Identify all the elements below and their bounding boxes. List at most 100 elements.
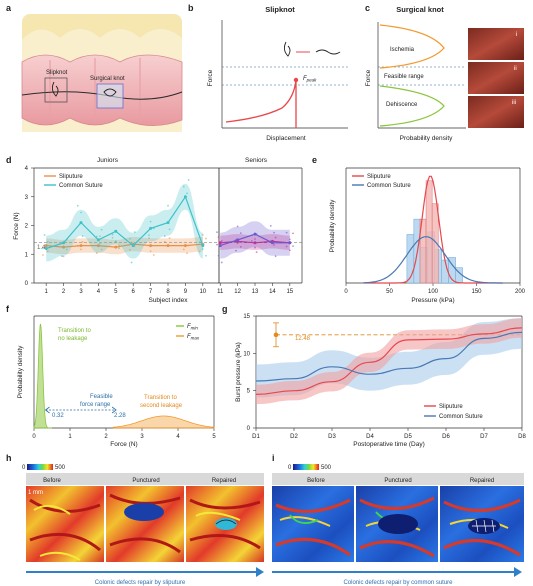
panel-d-scatter-sliputure	[288, 249, 291, 252]
panel-h-scale: 1 mm	[28, 490, 43, 496]
panel-g-line-suture	[255, 331, 523, 382]
panel-d-scatter-suture	[129, 237, 131, 240]
panel-d: d Juniors Seniors Force (N) Subject inde…	[6, 155, 303, 304]
panel-e-bar-sliputure	[431, 203, 439, 284]
panel-i-colorbar-min: 0	[288, 465, 292, 471]
panel-d-scatter-sliputure	[62, 255, 65, 258]
panel-c-photo-label-i: i	[516, 32, 517, 38]
panel-d-scatter-sliputure	[148, 237, 150, 240]
panel-g-xtick-label: D7	[480, 434, 488, 440]
panel-d-band-suture-juniors	[46, 183, 203, 262]
panel-d-scatter-sliputure	[220, 239, 223, 242]
panel-i-header-punctured: Punctured	[384, 478, 411, 484]
panel-g-legend-suture: Common Suture	[439, 414, 483, 420]
panel-h-arrow	[26, 567, 264, 577]
panel-c-photo-i	[468, 28, 524, 60]
panel-d-point-sliputure	[253, 241, 257, 245]
panel-d-xtick-label: 2	[62, 289, 66, 295]
panel-d-point-sliputure	[114, 245, 118, 249]
panel-h-header-before: Before	[43, 478, 61, 484]
panel-g-xtick-label: D4	[366, 434, 374, 440]
panel-d-scatter-suture	[182, 185, 185, 188]
panel-g: g Burst pressure (kPa) Postoperative tim…	[222, 304, 526, 448]
panel-c-title: Surgical knot	[396, 5, 444, 14]
panel-c-photo-ii	[468, 62, 524, 94]
panel-f-legend-min: Fmin	[187, 324, 198, 331]
panel-g-reference-label: 12.48	[295, 336, 311, 342]
panel-b-peak-label: Fpeak	[303, 76, 317, 83]
panel-b-title: Slipknot	[265, 5, 295, 14]
panel-f-ann-noleak-1: Transition to	[58, 328, 91, 334]
panel-d-scatter-suture	[187, 179, 190, 181]
panel-e-legend-sliputure: Sliputure	[367, 174, 391, 180]
panel-d-scatter-suture	[236, 225, 239, 228]
panel-i-header-repaired: Repaired	[470, 478, 494, 484]
slipknot-icon	[51, 81, 59, 97]
panel-d-scatter-suture	[148, 234, 150, 237]
panel-d-legend-suture: Common Suture	[59, 183, 103, 189]
surgical-knot-label: Surgical knot	[90, 76, 125, 82]
panel-d-scatter-suture	[288, 238, 291, 241]
panel-d-scatter-sliputure	[95, 252, 98, 255]
panel-d-scatter-sliputure	[186, 252, 188, 255]
panel-d-scatter-suture	[269, 225, 272, 227]
panel-d-scatter-suture	[217, 254, 220, 257]
panel-d-point-sliputure	[218, 241, 222, 245]
panel-d-ytick-label: 2	[25, 224, 29, 230]
panel-d-xtick-label: 5	[114, 289, 118, 295]
panel-d-xtick-label: 14	[269, 289, 276, 295]
panel-b-xlabel: Displacement	[266, 135, 306, 142]
panel-h-caption: Colonic defects repair by sliputure	[95, 580, 186, 586]
panel-d-scatter-suture	[152, 227, 155, 230]
panel-d-scatter-sliputure	[163, 240, 166, 243]
panel-d-scatter-suture	[149, 220, 152, 223]
panel-d-scatter-suture	[201, 248, 204, 250]
panel-c-ylabel: Force	[365, 69, 372, 86]
panel-d-xtick-label: 7	[149, 289, 153, 295]
panel-d-scatter-sliputure	[182, 248, 185, 251]
panel-d-xlabel: Subject index	[148, 297, 188, 304]
panel-d-scatter-suture	[292, 245, 294, 248]
panel-d-point-sliputure	[79, 244, 83, 248]
panel-d-point-suture	[253, 232, 257, 236]
panel-d-band-suture-seniors	[220, 221, 290, 259]
panel-d-scatter-sliputure	[235, 249, 237, 252]
panel-d-point-sliputure	[62, 245, 66, 249]
panel-i-colorbar-max: 500	[321, 465, 332, 471]
slipknot-box	[44, 77, 68, 103]
panel-d-scatter-suture	[168, 228, 171, 231]
panel-g-xtick-label: D1	[252, 434, 260, 440]
panel-d-scatter-suture	[100, 228, 103, 231]
panel-a: a Slipknot Surgical knot	[6, 3, 183, 132]
panel-d-point-suture	[288, 241, 292, 245]
panel-d-scatter-sliputure	[292, 232, 294, 235]
panel-d-scatter-suture	[76, 204, 79, 207]
panel-f-legend-max: Fmax	[187, 334, 200, 341]
panel-i-label: i	[272, 453, 275, 463]
panel-c-region-ischemia: Ischemia	[390, 47, 415, 53]
panel-d-scatter-suture	[167, 204, 169, 207]
panel-f-xtick-label: 4	[176, 434, 180, 440]
panel-d-scatter-sliputure	[130, 241, 133, 244]
panel-g-ytick-label: 10	[243, 351, 250, 357]
panel-g-xtick-label: D6	[442, 434, 450, 440]
panel-h-maps	[26, 486, 264, 562]
panel-c-ischemia-curve	[379, 24, 445, 69]
panel-d-scatter-sliputure	[187, 244, 190, 247]
panel-d-scatter-sliputure	[255, 251, 258, 253]
panel-d-legend: Sliputure Common Suture	[44, 174, 103, 189]
panel-d-scatter-suture	[118, 247, 120, 249]
panel-f-ann-feasible-2: force range	[80, 402, 111, 408]
panel-d-scatter-sliputure	[80, 248, 82, 251]
panel-i-header-before: Before	[307, 478, 325, 484]
panel-d-scatter-sliputure	[216, 243, 218, 246]
panel-d-scatter-suture	[285, 231, 288, 234]
panel-f-xtick-label: 5	[212, 434, 216, 440]
panel-d-xtick-label: 15	[286, 289, 293, 295]
panel-d-scatter-suture	[111, 233, 114, 236]
panel-f: f Probability density Force (N) 0 1 2 3 4 5 T…	[6, 304, 216, 448]
panel-g-xtick-label: D8	[518, 434, 526, 440]
panel-d-point-sliputure	[149, 244, 153, 248]
panel-d-point-suture	[218, 244, 222, 248]
panel-g-plot: 0 5 10 15 D1 D2 D3 D4 D5 D6 D7 D8	[243, 314, 526, 440]
